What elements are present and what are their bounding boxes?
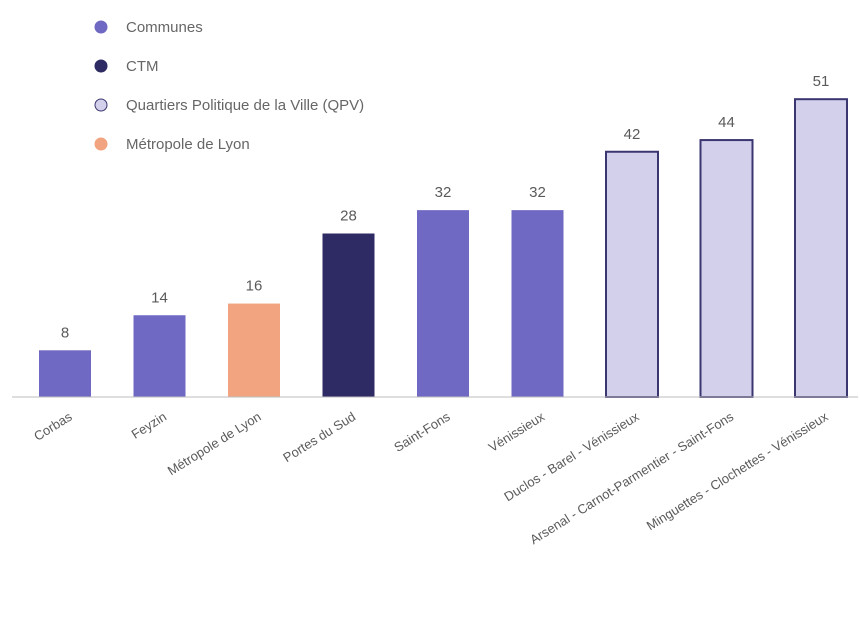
bar-value-label-6: 32 (529, 184, 546, 201)
bar-8 (699, 139, 754, 398)
bar-2 (133, 315, 186, 397)
category-label-5: Saint-Fons (391, 409, 453, 455)
bar-value-label-3: 16 (246, 278, 263, 295)
bar-value-label-7: 42 (624, 126, 641, 143)
chart-legend: Communes CTM Quartiers Politique de la Vil… (94, 19, 364, 153)
category-label-4: Portes du Sud (280, 409, 358, 465)
bar-3 (228, 303, 280, 397)
category-label-6: Vénissieux (486, 409, 548, 455)
legend-marker-qpv (94, 98, 108, 112)
bar-6 (511, 210, 564, 397)
legend-marker-ctm (94, 59, 108, 73)
bar-value-label-2: 14 (151, 289, 168, 306)
bar-5 (417, 210, 469, 397)
category-label-3: Métropole de Lyon (165, 409, 264, 479)
bar-value-label-1: 8 (61, 324, 69, 341)
bar-value-label-9: 51 (813, 73, 830, 90)
bar-1 (39, 350, 91, 397)
legend-label-communes: Communes (126, 19, 203, 36)
bar-value-label-5: 32 (435, 184, 452, 201)
category-label-1: Corbas (31, 409, 75, 444)
legend-marker-metropole (94, 137, 108, 151)
legend-label-metropole: Métropole de Lyon (126, 136, 250, 153)
category-label-8: Arsenal - Carnot-Parmentier - Saint-Fons (527, 409, 736, 548)
chart-bars: 8 14 16 28 32 32 42 44 51 (39, 73, 848, 398)
bar-4 (322, 233, 375, 397)
category-label-2: Feyzin (129, 409, 169, 442)
legend-label-ctm: CTM (126, 58, 159, 75)
category-label-9: Minguettes - Clochettes - Vénissieux (644, 409, 831, 534)
legend-marker-communes (94, 20, 108, 34)
bar-9 (794, 98, 848, 398)
legend-label-qpv: Quartiers Politique de la Ville (QPV) (126, 97, 364, 114)
bar-7 (605, 150, 659, 398)
bar-value-label-8: 44 (718, 114, 735, 131)
bar-value-label-4: 28 (340, 208, 357, 225)
